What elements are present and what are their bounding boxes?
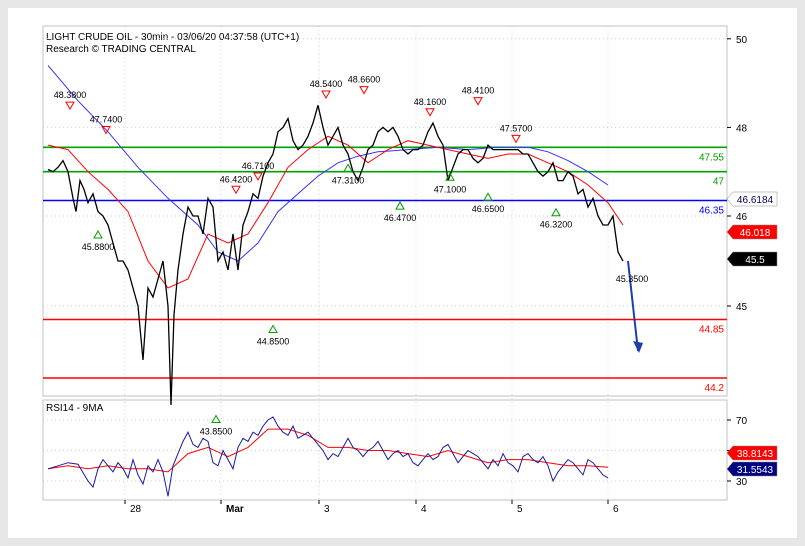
high-label: 46.7100: [242, 161, 275, 171]
price-tag-ma_fast-label: 46.018: [740, 228, 771, 239]
high-label: 46.4200: [220, 174, 253, 184]
x-tick-label: Mar: [226, 504, 244, 515]
low-label: 44.8500: [257, 337, 290, 347]
low-label: 47.1000: [434, 184, 467, 194]
chart-frame: LIGHT CRUDE OIL - 30min - 03/06/20 04:37…: [8, 8, 797, 538]
annotations: 48.3800 47.7400 45.8800 43.8500 46.4200 46.71…: [54, 75, 649, 437]
level-label: 46.35: [699, 205, 724, 216]
x-tick-label: 6: [613, 504, 619, 515]
low-label: 46.4700: [384, 213, 417, 223]
rsi-title: RSI14 - 9MA: [46, 403, 104, 414]
price-tag-price-label: 45.5: [745, 255, 765, 266]
high-label: 48.1600: [414, 97, 447, 107]
y-tick-label: 45: [736, 302, 748, 313]
price-panel: [42, 25, 728, 397]
rsi-tag-rsi_ma-bg: [726, 445, 778, 461]
high-label: 47.5700: [500, 123, 533, 133]
level-label: 47: [713, 177, 725, 188]
rsi-tag-rsi: 31.5543: [726, 461, 778, 477]
high-label: 48.3800: [54, 90, 87, 100]
x-tick-label: 5: [517, 504, 523, 515]
horizontal-levels: 47.55 47 46.35 44.85 44.2: [43, 146, 727, 394]
high-marker: [359, 86, 369, 95]
rsi-y-tick-label: 70: [736, 416, 748, 427]
low-marker: [483, 192, 493, 201]
ma-fast-line: [47, 135, 624, 289]
rsi-tag-rsi_ma: 38.8143: [726, 445, 778, 461]
rsi-ma-line: [47, 428, 609, 473]
high-marker: [101, 125, 111, 135]
price-line: [47, 105, 624, 406]
x-tick-label: 4: [421, 504, 427, 515]
high-label: 47.7400: [90, 114, 123, 124]
target-label: 45.3500: [616, 274, 649, 284]
projection-arrow-head: [633, 341, 643, 353]
low-label: 46.6500: [472, 204, 505, 214]
y-tick-label: 50: [736, 35, 748, 46]
low-label: 46.3200: [540, 220, 573, 230]
level-label: 44.85: [699, 325, 724, 336]
price-tag-ma_slow-label: 46.6184: [737, 195, 774, 206]
high-marker: [511, 134, 521, 144]
high-marker: [253, 172, 263, 181]
high-marker: [473, 97, 483, 106]
low-marker: [211, 414, 221, 423]
price-tags: 46.6184 46.018 45.5 38.8143 31.5543: [726, 191, 778, 477]
low-marker: [93, 229, 103, 239]
high-label: 48.4100: [462, 86, 495, 96]
rsi-y-tick-label: 30: [736, 477, 748, 488]
projection-arrow-shaft: [627, 260, 639, 352]
rsi-tag-rsi_ma-label: 38.8143: [737, 449, 774, 460]
high-marker: [65, 101, 75, 111]
high-marker: [321, 90, 331, 100]
level-label: 44.2: [705, 383, 725, 394]
low-marker: [343, 163, 353, 172]
x-tick-label: 28: [130, 504, 142, 515]
price-tag-price-bg: [726, 251, 778, 267]
low-marker: [268, 324, 278, 333]
low-label: 47.3100: [332, 175, 365, 185]
ma-slow-line: [47, 65, 609, 262]
low-label: 45.8800: [82, 242, 115, 252]
rsi-tag-rsi-bg: [726, 461, 778, 477]
high-marker: [425, 108, 435, 117]
price-tag-ma_slow: 46.6184: [726, 191, 778, 207]
low-label: 43.8500: [200, 427, 233, 437]
price-tag-ma_fast: 46.018: [726, 224, 778, 240]
y-tick-label: 48: [736, 123, 748, 134]
rsi-tag-rsi-label: 31.5543: [737, 465, 774, 476]
low-marker: [551, 207, 561, 217]
level-label: 47.55: [699, 152, 724, 163]
grid: [43, 26, 727, 500]
high-label: 48.5400: [310, 79, 343, 89]
price-tag-ma_fast-bg: [726, 224, 778, 240]
high-label: 48.6600: [348, 75, 381, 85]
high-marker: [231, 185, 241, 195]
y-tick-label: 46: [736, 212, 748, 223]
x-tick-label: 3: [324, 504, 330, 515]
chart-credit: Research © TRADING CENTRAL: [46, 44, 196, 55]
rsi-line: [47, 416, 609, 497]
axes: 28Mar345645464850305070: [124, 35, 748, 515]
series-lines: [47, 65, 643, 497]
price-tag-price: 45.5: [726, 251, 778, 267]
price-tag-ma_slow-bg: [726, 191, 778, 207]
chart-canvas: LIGHT CRUDE OIL - 30min - 03/06/20 04:37…: [42, 25, 778, 515]
low-marker: [395, 201, 405, 210]
chart-title: LIGHT CRUDE OIL - 30min - 03/06/20 04:37…: [46, 32, 299, 43]
low-marker: [445, 172, 455, 181]
